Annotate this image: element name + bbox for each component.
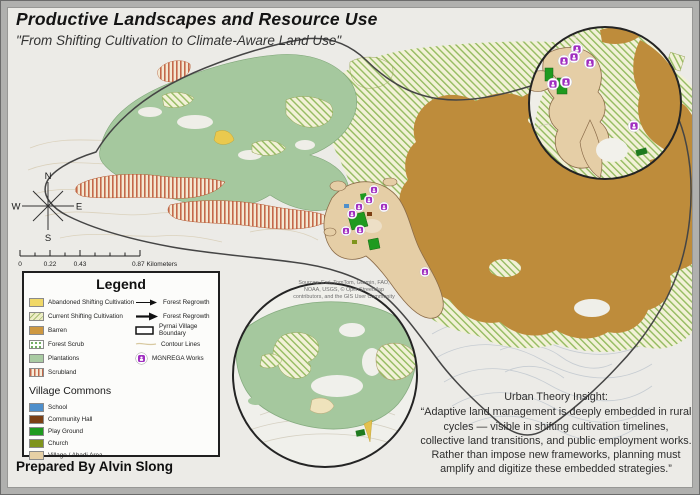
scale-bar: 0 0.22 0.43 0.87 Kilometers — [18, 250, 178, 268]
village-boundary — [44, 37, 692, 436]
prepared-by: Prepared By Alvin Slong — [16, 459, 174, 474]
compass-north-label: N — [45, 171, 52, 182]
legend-item: Forest Regrowth — [135, 309, 213, 323]
legend-item-label: Current Shifting Cultivation — [48, 312, 123, 320]
legend-item: Church — [29, 437, 213, 449]
legend-item: Contour Lines — [135, 337, 213, 351]
legend-item: Forest Regrowth — [135, 295, 213, 309]
plantation-area — [99, 54, 394, 211]
legend-item-label: Forest Scrub — [48, 340, 85, 348]
compass-west-label: W — [12, 202, 21, 213]
legend-item: Pyrnai Village Boundary — [135, 323, 213, 337]
legend-item: Village / Abadi Area — [29, 449, 213, 461]
legend-left-column: Abandoned Shifting Cultivation Current S… — [29, 295, 135, 379]
insight-title: Urban Theory Insight: — [504, 391, 608, 403]
community-hall-patch — [367, 212, 372, 216]
abandoned-shifting-cultivation-swatch — [29, 297, 44, 307]
legend-item-label: Forest Regrowth — [163, 298, 210, 306]
school-swatch — [29, 402, 44, 412]
legend-item: Barren — [29, 323, 135, 337]
village-abadi-area-swatch — [29, 450, 44, 460]
playground-patch — [367, 237, 381, 251]
play-ground-swatch — [29, 426, 44, 436]
forest-scrub-swatch — [29, 339, 44, 349]
page-title: Productive Landscapes and Resource Use — [16, 9, 378, 29]
legend-item-label: School — [48, 403, 68, 411]
school-patch — [344, 204, 349, 208]
church-swatch — [29, 438, 44, 448]
forest-regrowth-thin-arrow-icon — [136, 299, 157, 305]
legend-item: Abandoned Shifting Cultivation — [29, 295, 135, 309]
legend-panel: Legend Abandoned Shifting Cultivation Cu… — [22, 271, 220, 460]
inset-circle-border — [232, 282, 418, 468]
insight-body: “Adaptive land management is deeply embe… — [420, 406, 692, 476]
legend-item: Forest Scrub — [29, 337, 135, 351]
village-boundary-swatch — [135, 325, 154, 335]
community-hall-swatch — [29, 414, 44, 424]
legend-item-label: Forest Regrowth — [163, 312, 210, 320]
scale-label-0: 0 — [18, 261, 22, 268]
plantations-swatch — [29, 353, 44, 363]
church-patch — [352, 240, 357, 244]
forest-regrowth-thick-arrow-icon — [136, 312, 158, 320]
legend-item-label: Church — [48, 439, 69, 447]
village-commons-title: Village Commons — [29, 385, 112, 397]
legend-item-label: Village / Abadi Area — [48, 451, 103, 459]
compass-south-label: S — [45, 233, 51, 244]
legend-item-label: Abandoned Shifting Cultivation — [48, 298, 135, 306]
legend-item: MGNREGA Works — [135, 351, 213, 365]
legend-item-label: Barren — [48, 326, 67, 334]
legend-item: Scrubland — [29, 365, 135, 379]
insight-block: Urban Theory Insight: “Adaptive land man… — [420, 390, 692, 477]
page-subtitle: "From Shifting Cultivation to Climate-Aw… — [16, 33, 342, 48]
legend-item-label: Community Hall — [48, 415, 93, 423]
inset-detail-bottom — [232, 282, 418, 468]
legend-title: Legend — [96, 276, 146, 292]
legend-item: Play Ground — [29, 425, 213, 437]
scale-label-2: 0.43 — [74, 261, 87, 268]
legend-item: School — [29, 401, 213, 413]
current-shifting-cultivation-swatch — [29, 311, 44, 321]
compass-east-label: E — [76, 202, 82, 213]
mgnrega-works-icon — [135, 351, 148, 365]
legend-item-label: Plantations — [48, 354, 80, 362]
scale-label-3: 0.87 Kilometers — [132, 261, 178, 268]
legend-item: Current Shifting Cultivation — [29, 309, 135, 323]
inset-detail-top-right — [528, 26, 682, 180]
legend-item-label: Play Ground — [48, 427, 84, 435]
legend-item-label: Scrubland — [48, 368, 77, 376]
contour-lines-swatch — [135, 342, 157, 346]
legend-item: Community Hall — [29, 413, 213, 425]
map-attribution: Sources: Esri, TomTom, Garmin, FAO, NOAA… — [293, 280, 395, 301]
legend-item-label: Pyrnai Village Boundary — [159, 323, 198, 337]
legend-right-column: Forest Regrowth Forest Regrowth Pyrnai V… — [135, 295, 213, 379]
scale-label-1: 0.22 — [44, 261, 57, 268]
compass-rose: N S W E — [12, 171, 83, 244]
barren-swatch — [29, 325, 44, 335]
legend-item: Plantations — [29, 351, 135, 365]
legend-item-label: Contour Lines — [161, 340, 201, 348]
inset-circle-border — [528, 26, 682, 180]
scrubland-swatch — [29, 367, 44, 377]
legend-item-label: MGNREGA Works — [152, 354, 204, 362]
